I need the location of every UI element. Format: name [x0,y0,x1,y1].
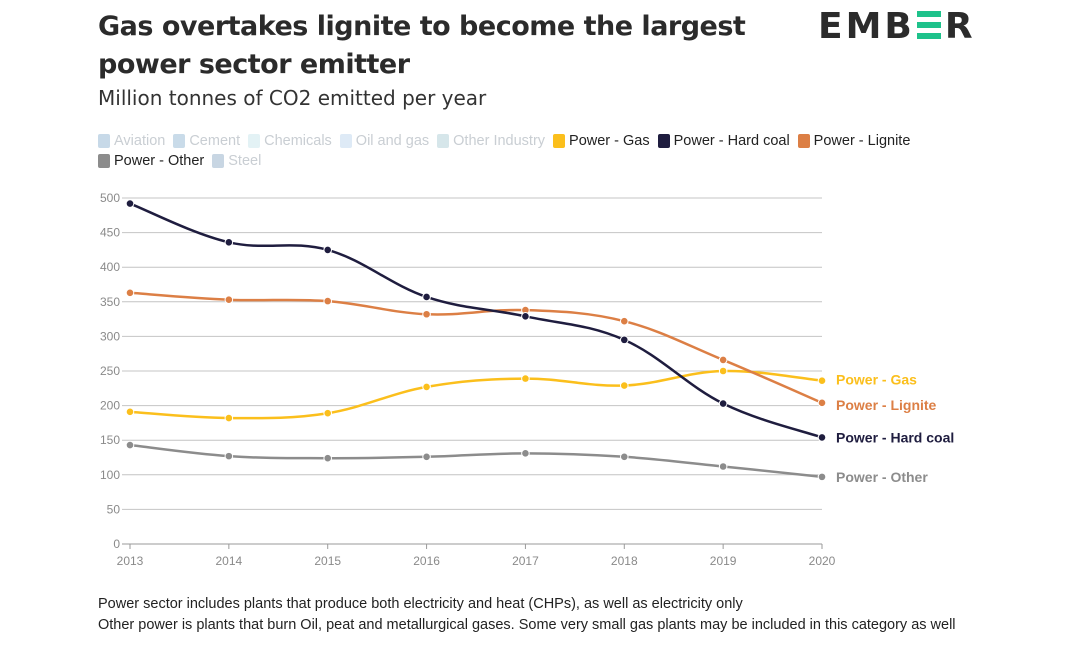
data-point-power-gas [422,382,431,392]
data-point-power-gas [718,366,728,376]
data-point-power-gas [125,407,135,417]
chart-subtitle: Million tonnes of CO2 emitted per year [98,86,487,110]
y-tick-label: 500 [100,191,120,205]
data-point-power-hard-coal [224,237,234,247]
line-chart: 0 50 100 150 200 250 300 350 400 450 500 2013 2014 20… [100,191,954,568]
legend-label: Chemicals [264,133,332,149]
logo-text-right: R [944,6,976,47]
legend-swatch [437,134,450,148]
end-label-power-gas: Power - Gas [836,372,917,388]
legend-swatch [173,134,186,148]
y-tick-label: 400 [100,260,120,274]
x-tick-label: 2015 [314,554,341,568]
y-tick-label: 0 [113,537,120,551]
data-point-power-gas [817,376,827,385]
data-point-power-other [422,452,431,462]
data-point-power-other [619,452,629,462]
legend-swatch [339,134,352,148]
chart-legend: Aviation Cement Chemicals Oil and gas Ot… [98,133,958,169]
data-point-power-other [521,449,530,458]
legend-label: Other Industry [453,133,546,149]
end-label-power-other: Power - Other [836,469,928,485]
legend-item-oil-and-gas[interactable]: Oil and gas [339,133,430,149]
data-point-power-lignite [817,398,827,408]
y-tick-label: 150 [100,433,120,447]
legend-label: Steel [228,153,262,169]
end-label-power-lignite: Power - Lignite [836,397,937,413]
legend-item-chemicals[interactable]: Chemicals [248,133,332,149]
data-point-power-hard-coal [521,312,530,321]
data-point-power-other [323,453,333,463]
legend-item-power-lignite[interactable]: Power - Lignite [797,133,911,149]
footnote-power-sector: Power sector includes plants that produc… [98,596,743,612]
legend-item-power-hard-coal[interactable]: Power - Hard coal [657,133,790,149]
y-tick-label: 350 [100,295,120,309]
series-line-power-hard-coal [129,202,823,439]
data-point-power-gas [521,374,530,383]
data-point-power-lignite [718,355,728,365]
end-label-power-hard-coal: Power - Hard coal [836,429,954,445]
series-line-power-gas [129,369,823,420]
data-point-power-lignite [224,295,234,305]
y-tick-label: 250 [100,364,120,378]
data-point-power-other [817,472,827,482]
y-tick-label: 300 [100,329,120,343]
legend-label: Cement [189,133,241,149]
legend-item-cement[interactable]: Cement [173,133,240,149]
legend-label: Power - Gas [569,133,650,149]
legend-swatch [98,134,110,148]
data-point-power-other [224,451,234,461]
series-line-power-other [129,443,823,479]
x-tick-label: 2020 [809,554,836,568]
data-point-power-lignite [422,309,431,319]
y-tick-label: 200 [100,399,120,413]
legend-label: Power - Hard coal [673,133,790,149]
legend-label: Aviation [114,133,166,149]
data-point-power-lignite [619,316,629,326]
data-point-power-gas [224,413,234,423]
logo-text-left: EMB [818,6,915,47]
data-point-power-hard-coal [323,245,333,255]
legend-label: Power - Other [114,153,205,169]
data-point-power-hard-coal [619,335,629,345]
legend-label: Oil and gas [355,133,430,149]
data-point-power-other [718,462,728,471]
x-tick-label: 2018 [611,554,638,568]
footnote-other-power: Other power is plants that burn Oil, pea… [98,617,956,633]
x-tick-label: 2017 [512,554,539,568]
series-line-power-lignite [129,291,823,404]
legend-item-steel[interactable]: Steel [212,153,261,169]
legend-item-other-industry[interactable]: Other Industry [437,133,545,149]
data-point-power-gas [323,408,333,418]
x-tick-label: 2016 [413,554,440,568]
legend-item-power-gas[interactable]: Power - Gas [553,133,650,149]
data-point-power-hard-coal [817,433,827,442]
y-tick-label: 100 [100,468,120,482]
logo-e-bars-icon [916,11,943,39]
x-tick-label: 2019 [710,554,737,568]
data-point-power-lignite [125,288,135,298]
x-tick-label: 2013 [117,554,144,568]
legend-swatch [248,134,261,148]
data-point-power-gas [619,381,629,390]
legend-swatch [553,134,566,148]
legend-label: Power - Lignite [813,133,911,149]
data-point-power-other [125,440,135,450]
ember-logo: EMB R [818,6,976,47]
x-tick-label: 2014 [216,554,243,568]
data-point-power-lignite [323,296,333,306]
chart-title: Gas overtakes lignite to become the larg… [98,11,746,80]
legend-swatch [98,154,110,168]
legend-item-power-other[interactable]: Power - Other [98,153,204,169]
y-tick-label: 50 [107,502,121,516]
legend-swatch [797,134,810,148]
y-tick-label: 450 [100,226,120,240]
legend-item-aviation[interactable]: Aviation [98,133,165,149]
legend-swatch [212,154,225,168]
data-point-power-hard-coal [125,199,135,208]
data-point-power-hard-coal [422,292,431,302]
data-point-power-hard-coal [718,399,728,408]
legend-swatch [657,134,670,148]
